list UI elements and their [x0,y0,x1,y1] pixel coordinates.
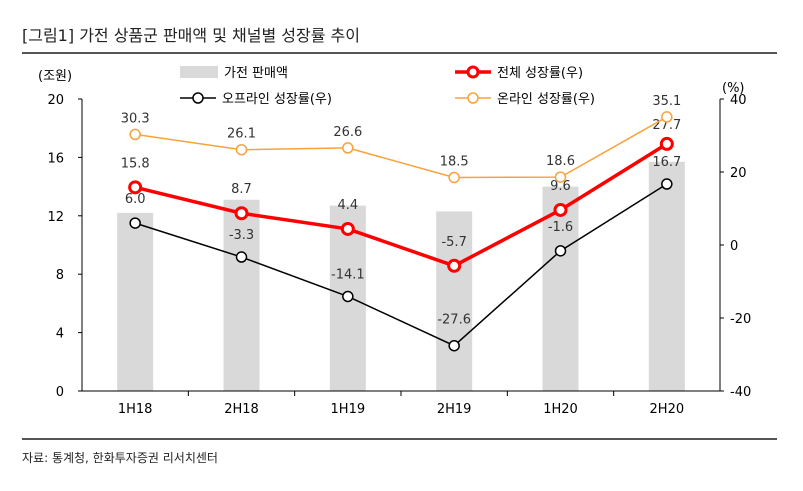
x-tick-label: 2H20 [650,402,685,417]
data-point [129,217,141,229]
left-tick-label: 8 [56,268,64,283]
left-axis-label: (조원) [38,69,72,84]
data-point [661,178,673,190]
bar-2H19 [436,211,473,391]
x-tick-label: 1H20 [543,402,578,417]
legend-swatch-bars [180,66,218,78]
top-rule [22,52,777,54]
legend-label: 오프라인 성장률(우) [222,92,332,107]
data-point [342,142,354,154]
data-label: -1.6 [548,220,573,235]
legend-label: 온라인 성장률(우) [497,92,595,107]
legend-label: 전체 성장률(우) [497,66,583,81]
data-label: 8.7 [231,182,252,197]
data-label: 26.1 [227,127,256,142]
data-label: 9.6 [550,179,571,194]
data-label: 6.0 [125,192,146,207]
x-tick-label: 2H18 [224,402,259,417]
right-tick-label: -20 [730,312,751,327]
data-point [235,143,248,156]
x-tick-label: 2H19 [437,402,472,417]
data-point [553,202,568,217]
x-tick-label: 1H19 [331,402,366,417]
data-label: -14.1 [331,267,365,282]
data-label: 30.3 [121,111,150,126]
data-label: 18.6 [546,154,575,169]
data-label: 18.5 [440,154,469,169]
data-point [448,339,460,352]
data-point [554,171,567,183]
bar-1H18 [117,212,154,391]
data-point [234,206,249,221]
right-tick-label: 0 [730,239,738,254]
legend-marker [192,92,204,104]
data-point [661,111,673,123]
left-tick-label: 20 [47,93,64,108]
data-point [447,258,462,273]
left-tick-label: 4 [56,327,64,342]
legend-marker [466,65,480,79]
data-point [128,180,143,195]
bar-2H18 [223,199,260,391]
right-axis-label: (%) [722,81,745,96]
data-label: -5.7 [441,235,466,250]
data-label: 4.4 [337,198,358,213]
bar-1H20 [542,186,579,391]
legend-marker [467,92,479,104]
left-tick-label: 12 [47,210,64,225]
right-tick-label: -40 [730,385,751,400]
right-tick-label: 20 [730,166,747,181]
data-point [340,221,355,236]
series-line-0 [134,142,668,268]
series-line-2 [135,116,668,179]
legend-label-bars: 가전 판매액 [224,66,288,81]
data-point [342,290,354,303]
data-label: 16.7 [652,155,681,170]
figure-title: [그림1] 가전 상품군 판매액 및 채널별 성장률 추이 [22,26,360,45]
bar-2H20 [648,161,685,391]
left-tick-label: 16 [47,151,64,166]
data-label: 15.8 [121,156,150,171]
data-point [235,251,248,263]
left-tick-label: 0 [56,385,64,400]
data-label: -27.6 [437,313,471,328]
data-label: -3.3 [229,228,254,243]
data-point [554,245,567,257]
data-label: 35.1 [652,94,681,109]
data-point [129,128,141,141]
bottom-rule [22,438,777,440]
right-tick-label: 40 [730,93,747,108]
data-label: 26.6 [333,125,362,140]
data-point [448,171,460,184]
series-line-1 [134,183,668,347]
x-tick-label: 1H18 [118,402,153,417]
source-note: 자료: 통계청, 한화투자증권 리서치센터 [22,451,218,465]
data-point [659,136,674,151]
